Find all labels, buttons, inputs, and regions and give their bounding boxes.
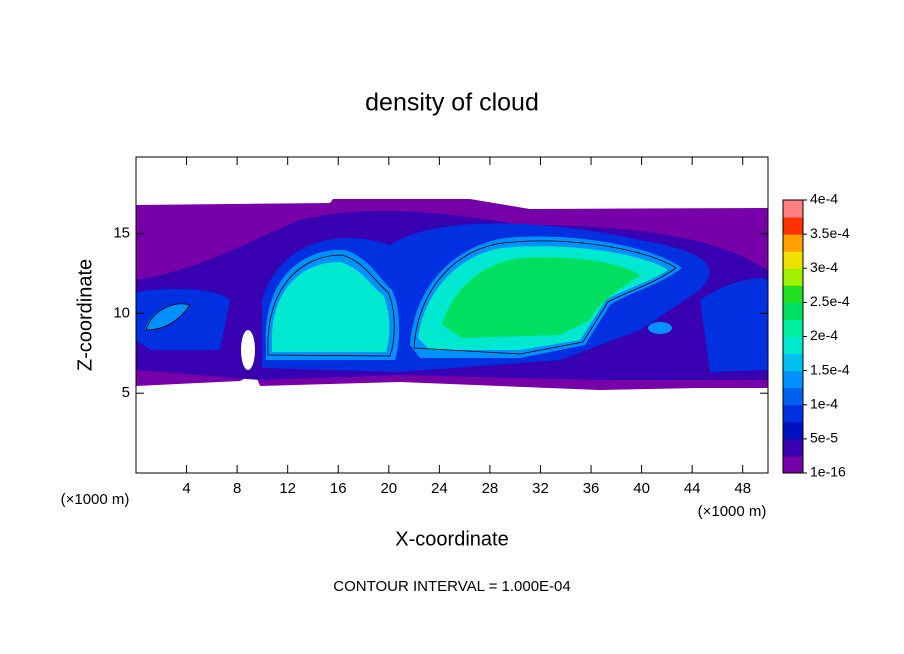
x-tick-label: 40 — [633, 480, 650, 497]
field-region — [442, 257, 640, 338]
x-unit-right: (×1000 m) — [698, 503, 767, 520]
colorbar-band — [783, 251, 803, 269]
x-tick-label: 12 — [279, 480, 296, 497]
colorbar-band — [783, 438, 803, 457]
x-tick-label: 28 — [482, 480, 499, 497]
colorbar-band — [783, 319, 803, 337]
colorbar-band — [783, 234, 803, 252]
y-tick-label: 5 — [122, 384, 130, 401]
contour-line — [145, 240, 677, 357]
x-tick-label: 8 — [233, 480, 241, 497]
plot-frame — [135, 156, 769, 474]
y-axis-label: Z-coordinate — [74, 259, 96, 371]
colorbar-label: 3e-4 — [810, 259, 838, 275]
colorbar-band — [783, 353, 803, 372]
x-tick-label: 36 — [583, 480, 600, 497]
colorbar-band — [783, 387, 803, 406]
colorbar-label: 2e-4 — [810, 327, 838, 343]
contour-note: CONTOUR INTERVAL = 1.000E-04 — [333, 578, 570, 595]
colorbar-band — [783, 455, 803, 474]
colorbar-band — [783, 336, 803, 355]
x-unit-left: (×1000 m) — [61, 491, 130, 508]
colorbar-label: 1.5e-4 — [810, 361, 850, 377]
field-gap — [648, 322, 672, 334]
colorbar-band — [783, 421, 803, 440]
x-axis-label: X-coordinate — [395, 528, 508, 550]
x-tick-label: 44 — [684, 480, 701, 497]
colorbar-band — [783, 404, 803, 423]
y-tick-label: 15 — [113, 225, 130, 242]
x-tick-label: 20 — [380, 480, 397, 497]
contour-field — [136, 199, 768, 390]
colorbar-label: 4e-4 — [810, 191, 838, 207]
x-tick-label: 48 — [734, 480, 751, 497]
colorbar-label: 3.5e-4 — [810, 225, 850, 241]
colorbar-band — [783, 268, 803, 286]
colorbar-band — [783, 302, 803, 320]
colorbar-band — [783, 370, 803, 389]
x-tick-label: 32 — [532, 480, 549, 497]
colorbar-label: 5e-5 — [810, 430, 838, 446]
colorbar-band — [783, 217, 803, 235]
colorbar-band — [783, 200, 803, 218]
chart-title: density of cloud — [365, 89, 539, 117]
x-tick-label: 16 — [330, 480, 347, 497]
colorbar-band — [783, 285, 803, 303]
field-gap — [241, 330, 255, 370]
colorbar-label: 1e-16 — [810, 464, 846, 480]
x-tick-label: 4 — [182, 480, 190, 497]
x-tick-label: 24 — [431, 480, 448, 497]
y-tick-label: 10 — [113, 304, 130, 321]
colorbar-label: 2.5e-4 — [810, 293, 850, 309]
colorbar-label: 1e-4 — [810, 395, 838, 411]
